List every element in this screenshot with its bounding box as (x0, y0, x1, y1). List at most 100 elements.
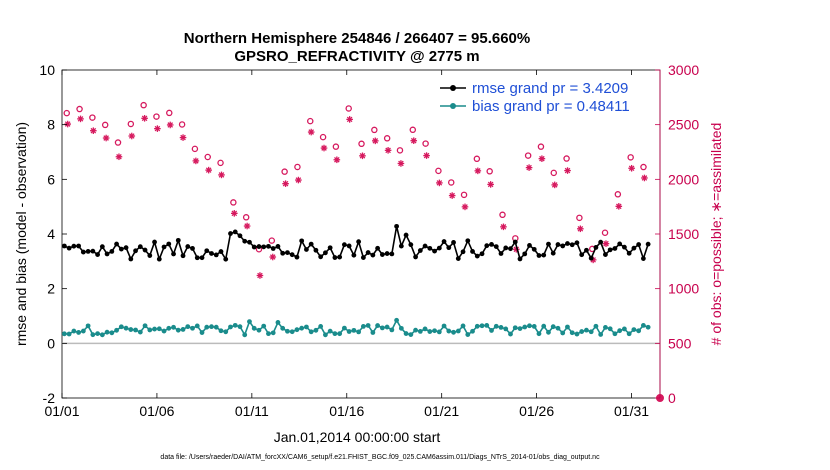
y2-axis-label: # of obs: o=possible; ∗=assimilated (708, 123, 724, 346)
bias-series-point (308, 329, 314, 335)
bias-series-point (441, 323, 447, 329)
bias-series-point (408, 332, 414, 337)
bias-series-point (498, 324, 504, 330)
obs-assimilated-point (115, 153, 123, 161)
bias-series-point (118, 324, 124, 330)
bias-series-point (384, 324, 390, 330)
obs-assimilated-point (77, 115, 84, 123)
rmse-series-point (99, 244, 105, 250)
bias-series-point (389, 327, 395, 333)
bias-series-point (76, 330, 82, 335)
y2-tick-label: 500 (668, 335, 692, 351)
rmse-series-point (455, 256, 461, 261)
rmse-series-point (503, 245, 509, 251)
bias-series-point (398, 325, 404, 331)
x-tick-label: 01/06 (139, 403, 174, 419)
bias-series-point (275, 320, 281, 325)
obs-assimilated-point (269, 253, 277, 261)
obs-assimilated-point (205, 166, 212, 174)
bias-series-point (375, 323, 381, 328)
rmse-series-point (218, 249, 224, 254)
bias-series-point (631, 327, 637, 333)
obs-assimilated-point (384, 147, 392, 154)
rmse-series-point (137, 244, 143, 250)
rmse-series-point (304, 247, 309, 252)
rmse-series-point (531, 246, 537, 252)
bias-series-point (313, 327, 319, 333)
obs-assimilated-point (90, 127, 97, 135)
rmse-series-point (574, 240, 580, 246)
bias-series-point (237, 324, 243, 330)
x-tick-label: 01/21 (424, 403, 459, 419)
bias-series-point (484, 323, 490, 328)
bias-series-point (171, 324, 176, 330)
bias-series-point (432, 328, 437, 334)
obs-assimilated-point (577, 225, 584, 233)
plot-area (61, 69, 661, 399)
obs-possible-point (281, 168, 288, 175)
bias-series-point (175, 327, 181, 333)
rmse-series-point (280, 250, 286, 256)
obs-possible-point (76, 105, 83, 113)
bias-series-point (218, 328, 224, 334)
bias-series-point (71, 328, 77, 334)
rmse-series-point (579, 252, 585, 258)
bias-series-point (474, 323, 480, 329)
bias-series-point (156, 326, 162, 332)
obs-assimilated-point (154, 125, 161, 132)
rmse-series-point (308, 241, 314, 247)
legend-swatch-marker (450, 85, 456, 91)
bias-series-point (579, 329, 585, 334)
rmse-series-point (289, 252, 295, 258)
bias-series-point (626, 331, 632, 337)
obs-possible-point (204, 153, 211, 161)
obs-possible-point (153, 113, 160, 120)
bias-series-point (228, 324, 233, 330)
rmse-series-point (285, 250, 290, 255)
rmse-series-point (389, 251, 395, 257)
bias-series-point (299, 325, 305, 331)
rmse-series-point (123, 245, 129, 251)
obs-possible-point (294, 163, 301, 171)
bias-series-point (517, 326, 523, 332)
bias-series-point (152, 326, 157, 332)
bias-series-point (541, 323, 547, 329)
obs-assimilated-point (192, 157, 200, 165)
obs-assimilated-point (500, 223, 507, 231)
obs-possible-point (178, 121, 186, 128)
bias-series-point (123, 325, 129, 331)
x-axis-label: Jan.01,2014 00:00:00 start (274, 429, 441, 445)
x-tick-label: 01/26 (519, 403, 554, 419)
obs-assimilated-point (487, 181, 494, 188)
y-tick-label: 0 (47, 335, 55, 351)
legend-label: rmse grand pr = 3.4209 (472, 80, 628, 97)
rmse-series-point (569, 242, 575, 248)
bias-series-point (194, 323, 200, 329)
y2-tick-label: 2500 (668, 117, 699, 133)
obs-assimilated-point (282, 180, 289, 187)
rmse-series-point (636, 242, 642, 247)
y2-tick-label: 1500 (668, 226, 699, 242)
obs-assimilated-point (461, 203, 469, 211)
rmse-series-point (266, 243, 271, 249)
obs-possible-point (563, 155, 570, 162)
rmse-series-point (479, 251, 485, 257)
rmse-series-point (194, 255, 200, 261)
obs-assimilated-point (333, 156, 341, 164)
rmse-series-point (360, 255, 366, 260)
rmse-series-point (95, 252, 100, 257)
rmse-series-point (522, 251, 528, 257)
rmse-series-point (118, 246, 124, 252)
bias-series-point (636, 328, 642, 334)
bias-series-point (351, 327, 357, 333)
obs-possible-point (89, 114, 96, 121)
rmse-series-point (422, 243, 428, 249)
bias-series-point (137, 329, 143, 335)
rmse-series-point (341, 242, 347, 248)
obs-possible-point (140, 101, 147, 109)
bias-series-point (323, 332, 328, 338)
bias-series-point (209, 324, 214, 330)
bias-series-point (531, 323, 537, 329)
obs-possible-point (640, 163, 647, 171)
